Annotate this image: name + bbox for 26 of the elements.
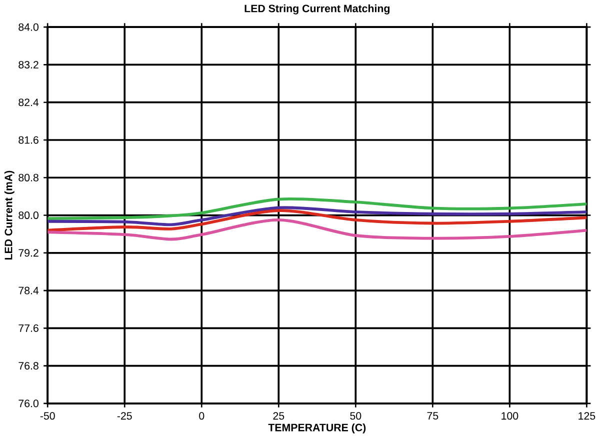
- line-series: [48, 209, 587, 232]
- y-tick-label: 81.6: [18, 136, 38, 144]
- chart-title: LED String Current Matching: [244, 4, 390, 14]
- line-series: [48, 197, 587, 220]
- x-axis-title: TEMPERATURE (C): [268, 424, 366, 434]
- y-tick-label: 82.4: [18, 98, 39, 106]
- y-tick-label: 78.4: [18, 286, 39, 294]
- y-tick-label: 80.0: [18, 212, 38, 220]
- y-tick-label: 80.8: [18, 174, 38, 182]
- y-tick-label: 79.2: [18, 249, 38, 257]
- x-tick-label: 0: [199, 412, 204, 420]
- x-tick-label: -25: [117, 412, 132, 420]
- x-tick-label: 100: [502, 412, 518, 420]
- x-tick-label: 125: [578, 412, 596, 420]
- x-tick-label: 50: [350, 412, 362, 420]
- line-series: [48, 206, 587, 226]
- y-tick-label: 84.0: [18, 23, 38, 31]
- y-axis-title: LED Current (mA): [4, 170, 14, 260]
- y-tick-label: 77.6: [18, 324, 38, 332]
- y-tick-label: 83.2: [18, 61, 38, 69]
- x-tick-label: 75: [427, 412, 438, 420]
- y-tick-label: 76.0: [18, 400, 38, 408]
- x-tick-label: 25: [273, 412, 284, 420]
- x-tick-label: -50: [40, 412, 55, 420]
- y-tick-label: 76.8: [18, 362, 38, 370]
- line-series: [48, 218, 587, 241]
